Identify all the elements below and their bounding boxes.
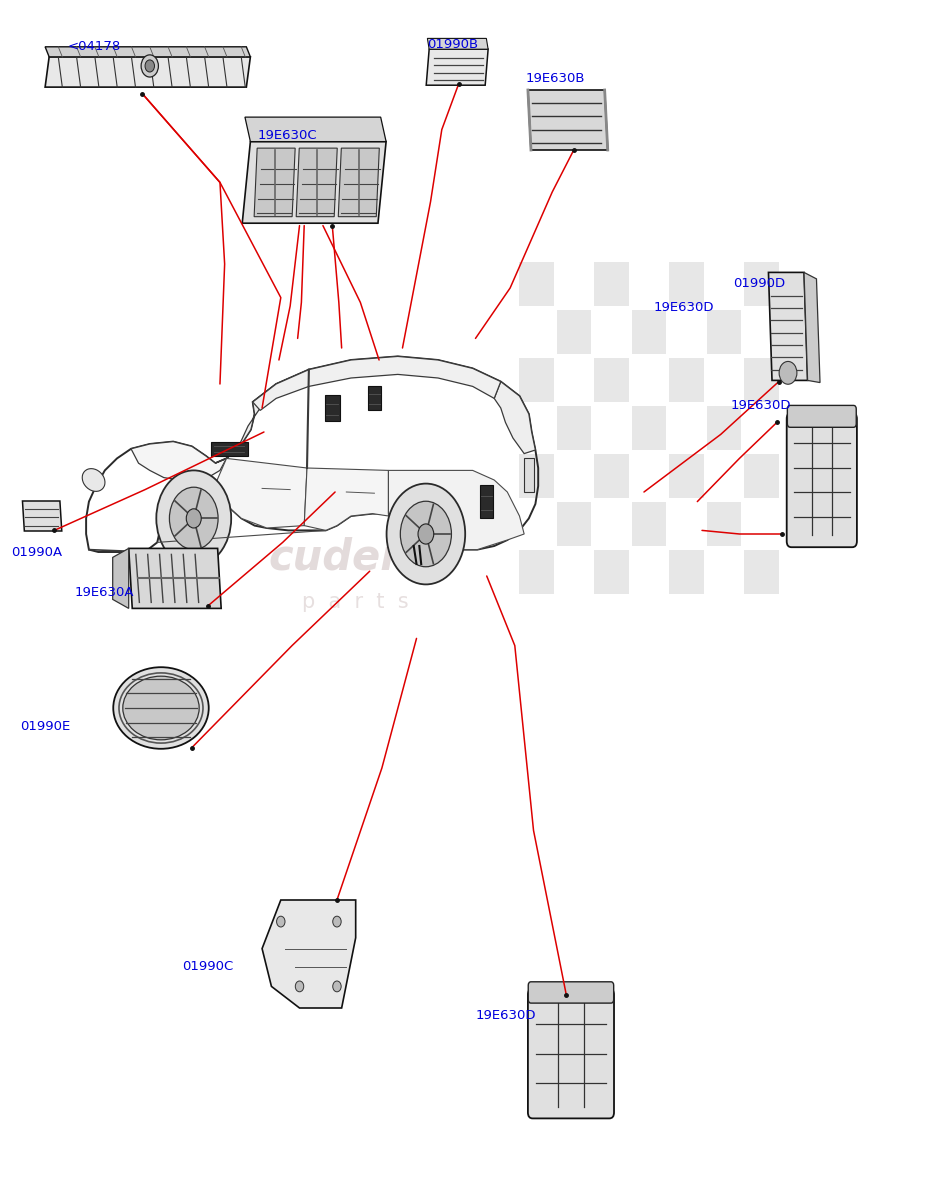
Text: 01990D: 01990D [733,277,785,289]
Bar [632,310,666,354]
Circle shape [296,982,303,991]
Polygon shape [388,470,524,550]
Polygon shape [338,148,379,217]
Bar [594,358,629,402]
Polygon shape [242,142,387,223]
Bar [669,454,704,498]
Polygon shape [253,356,501,410]
Bar [524,458,534,492]
Bar [707,406,741,450]
Polygon shape [368,386,381,410]
Bar [519,262,554,306]
Polygon shape [804,272,820,383]
FancyBboxPatch shape [786,413,857,547]
Polygon shape [217,458,307,528]
Bar [707,310,741,354]
Text: 01990A: 01990A [11,546,63,558]
Circle shape [277,917,285,926]
Bar [594,454,629,498]
Ellipse shape [113,667,209,749]
Ellipse shape [123,676,199,740]
Circle shape [156,470,231,566]
Text: 19E630D: 19E630D [730,400,791,412]
Circle shape [779,361,797,384]
Polygon shape [245,118,387,142]
Polygon shape [325,395,340,421]
Bar [594,550,629,594]
FancyBboxPatch shape [787,406,856,427]
Bar [519,358,554,402]
Bar [557,406,592,450]
Text: <04178: <04178 [67,41,121,53]
Bar [557,502,592,546]
Polygon shape [768,272,808,380]
Polygon shape [112,548,129,608]
Text: 01990C: 01990C [183,960,234,972]
Circle shape [145,60,154,72]
Bar [669,358,704,402]
Polygon shape [296,148,337,217]
Bar [744,550,779,594]
Polygon shape [304,468,388,530]
Ellipse shape [82,469,105,491]
Bar [707,502,741,546]
Text: 19E630D: 19E630D [475,1009,536,1021]
Circle shape [333,917,341,926]
Circle shape [387,484,465,584]
Bar [744,262,779,306]
Bar [632,406,666,450]
Text: cuderia: cuderia [268,538,444,578]
Bar [594,262,629,306]
Text: 19E630A: 19E630A [75,587,135,599]
Polygon shape [262,900,356,1008]
Polygon shape [45,47,251,56]
Polygon shape [45,56,251,88]
Polygon shape [480,485,493,518]
Bar [519,550,554,594]
Circle shape [141,55,158,77]
FancyBboxPatch shape [528,989,614,1118]
Polygon shape [426,49,489,85]
Polygon shape [129,548,221,608]
Bar [669,262,704,306]
Text: 19E630D: 19E630D [653,301,714,313]
Polygon shape [22,502,62,530]
Polygon shape [211,442,248,456]
Circle shape [186,509,201,528]
Text: 19E630C: 19E630C [257,130,317,142]
Text: 01990B: 01990B [427,38,478,50]
Bar [669,550,704,594]
Bar [744,454,779,498]
Bar [557,310,592,354]
Polygon shape [428,38,489,49]
Polygon shape [131,442,227,480]
Polygon shape [528,90,607,150]
Text: p  a  r  t  s: p a r t s [302,593,409,612]
Circle shape [401,502,451,566]
FancyBboxPatch shape [528,982,614,1003]
Bar [519,454,554,498]
Polygon shape [255,148,295,217]
Circle shape [418,524,433,544]
Bar [744,358,779,402]
Circle shape [169,487,218,550]
Text: 01990E: 01990E [21,720,71,732]
Polygon shape [494,382,535,454]
Text: 19E630B: 19E630B [526,72,586,84]
Bar [632,502,666,546]
Circle shape [333,982,341,991]
Polygon shape [215,370,309,463]
